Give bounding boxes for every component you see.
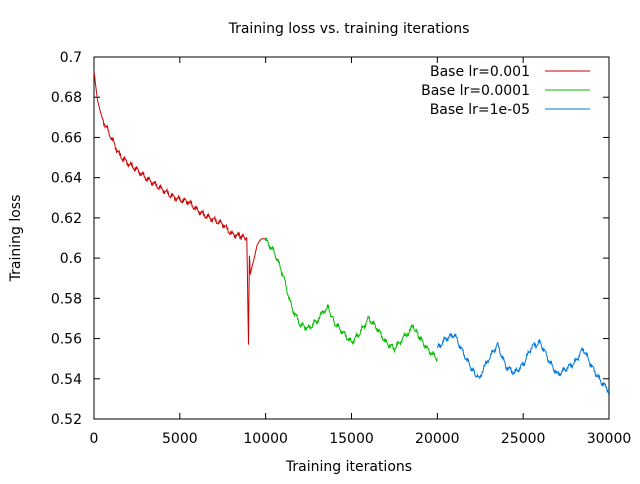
plot-frame [93, 56, 610, 420]
y-tick-label: 0.58 [51, 291, 82, 307]
legend: Base lr=0.001 Base lr=0.0001 Base lr=1e-05 [421, 64, 590, 118]
x-tick-label: 30000 [587, 431, 632, 447]
x-tick-label: 0 [90, 431, 99, 447]
y-axis-label: Training loss [8, 195, 24, 283]
x-tick-label: 25000 [501, 431, 546, 447]
x-tick-label: 5000 [162, 431, 198, 447]
plot-area [93, 56, 610, 420]
legend-label: Base lr=0.001 [430, 64, 530, 80]
axis-ticks: 0 5000 10000 15000 20000 25000 30000 0.52 0.54 0.… [51, 50, 631, 447]
series-line-2 [265, 237, 438, 362]
y-tick-label: 0.64 [51, 171, 82, 187]
y-tick-label: 0.62 [51, 211, 82, 227]
x-axis-label: Training iterations [285, 459, 412, 475]
x-tick-label: 10000 [243, 431, 288, 447]
x-tick-label: 20000 [415, 431, 460, 447]
y-tick-label: 0.56 [51, 332, 82, 348]
y-tick-label: 0.6 [60, 251, 82, 267]
x-tick-label: 15000 [329, 431, 374, 447]
y-tick-label: 0.66 [51, 130, 82, 146]
y-tick-label: 0.7 [60, 50, 82, 66]
y-tick-label: 0.52 [51, 412, 82, 428]
legend-label: Base lr=0.0001 [421, 83, 530, 99]
legend-label: Base lr=1e-05 [430, 102, 530, 118]
series-line-3 [436, 332, 610, 395]
y-tick-label: 0.68 [51, 90, 82, 106]
y-tick-label: 0.54 [51, 372, 82, 388]
series-lines [93, 71, 610, 395]
chart-title: Training loss vs. training iterations [228, 21, 470, 37]
series-line-1 [93, 71, 267, 345]
